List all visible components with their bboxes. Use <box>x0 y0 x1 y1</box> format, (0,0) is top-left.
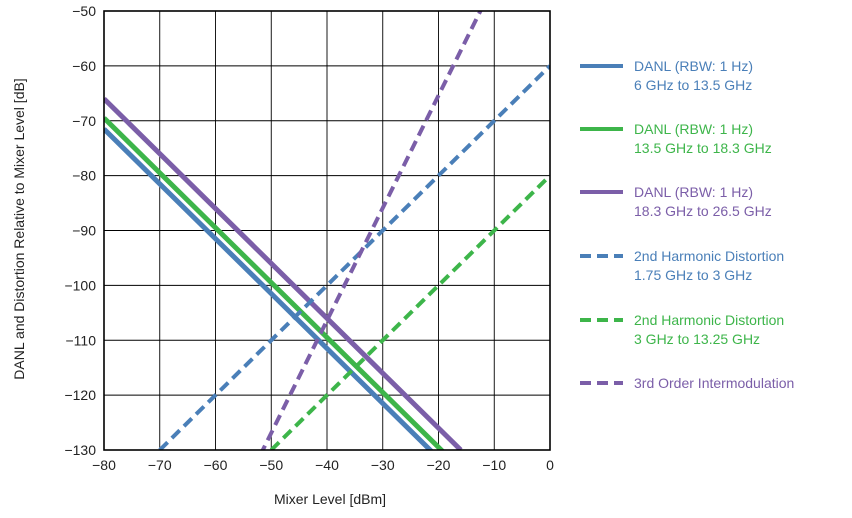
y-tick-label: −100 <box>64 277 96 293</box>
x-tick-label: −30 <box>371 457 395 473</box>
legend-sublabel: 13.5 GHz to 18.3 GHz <box>634 140 772 156</box>
legend-item-4: 2nd Harmonic Distortion 1.75 GHz to 3 GHz <box>580 248 784 283</box>
legend-sublabel: 6 GHz to 13.5 GHz <box>634 77 752 93</box>
x-tick-label: −60 <box>204 457 228 473</box>
legend-item-5: 2nd Harmonic Distortion 3 GHz to 13.25 GH… <box>580 312 784 347</box>
series-line-1 <box>104 127 434 450</box>
tick-labels: −80 −70 −60 −50 −40 −30 −20 −10 0−50−60−70−80−90… <box>64 3 554 473</box>
y-tick-label: −50 <box>72 3 96 19</box>
legend-item-1: DANL (RBW: 1 Hz) 6 GHz to 13.5 GHz <box>580 58 753 93</box>
legend-sublabel: 3 GHz to 13.25 GHz <box>634 331 760 347</box>
x-tick-label: −40 <box>315 457 339 473</box>
y-tick-label: −130 <box>64 442 96 458</box>
legend-sublabel: 18.3 GHz to 26.5 GHz <box>634 203 772 219</box>
legend-label: DANL (RBW: 1 Hz) <box>634 184 753 200</box>
y-tick-label: −120 <box>64 387 96 403</box>
grid <box>103 10 551 451</box>
legend-label: DANL (RBW: 1 Hz) <box>634 58 753 74</box>
y-tick-label: −110 <box>66 332 97 348</box>
plot-frame <box>103 10 551 451</box>
legend-label: 2nd Harmonic Distortion <box>634 312 784 328</box>
x-tick-label: −50 <box>259 457 283 473</box>
x-tick-label: −20 <box>427 457 451 473</box>
series-line-2 <box>104 116 445 450</box>
legend-item-6: 3rd Order Intermodulation <box>580 375 794 391</box>
legend-label: DANL (RBW: 1 Hz) <box>634 121 753 137</box>
series-line-5 <box>269 174 550 450</box>
y-tick-label: −60 <box>72 58 96 74</box>
x-tick-label: −10 <box>482 457 506 473</box>
legend-item-3: DANL (RBW: 1 Hz) 18.3 GHz to 26.5 GHz <box>580 184 772 219</box>
y-tick-label: −80 <box>72 168 96 184</box>
series-line-4 <box>158 64 550 450</box>
legend-label: 3rd Order Intermodulation <box>634 375 794 391</box>
x-tick-label: 0 <box>546 457 554 473</box>
y-axis-title: DANL and Distortion Relative to Mixer Le… <box>11 78 27 379</box>
x-tick-label: −70 <box>148 457 172 473</box>
legend-item-2: DANL (RBW: 1 Hz) 13.5 GHz to 18.3 GHz <box>580 121 772 156</box>
legend-label: 2nd Harmonic Distortion <box>634 248 784 264</box>
x-axis-title: Mixer Level [dBm] <box>274 491 386 507</box>
x-tick-label: −80 <box>92 457 116 473</box>
series-layer <box>104 11 550 450</box>
series-line-6 <box>260 11 483 450</box>
y-tick-label: −90 <box>72 223 96 239</box>
y-tick-label: −70 <box>72 113 96 129</box>
legend-sublabel: 1.75 GHz to 3 GHz <box>634 267 752 283</box>
series-line-3 <box>104 97 463 450</box>
